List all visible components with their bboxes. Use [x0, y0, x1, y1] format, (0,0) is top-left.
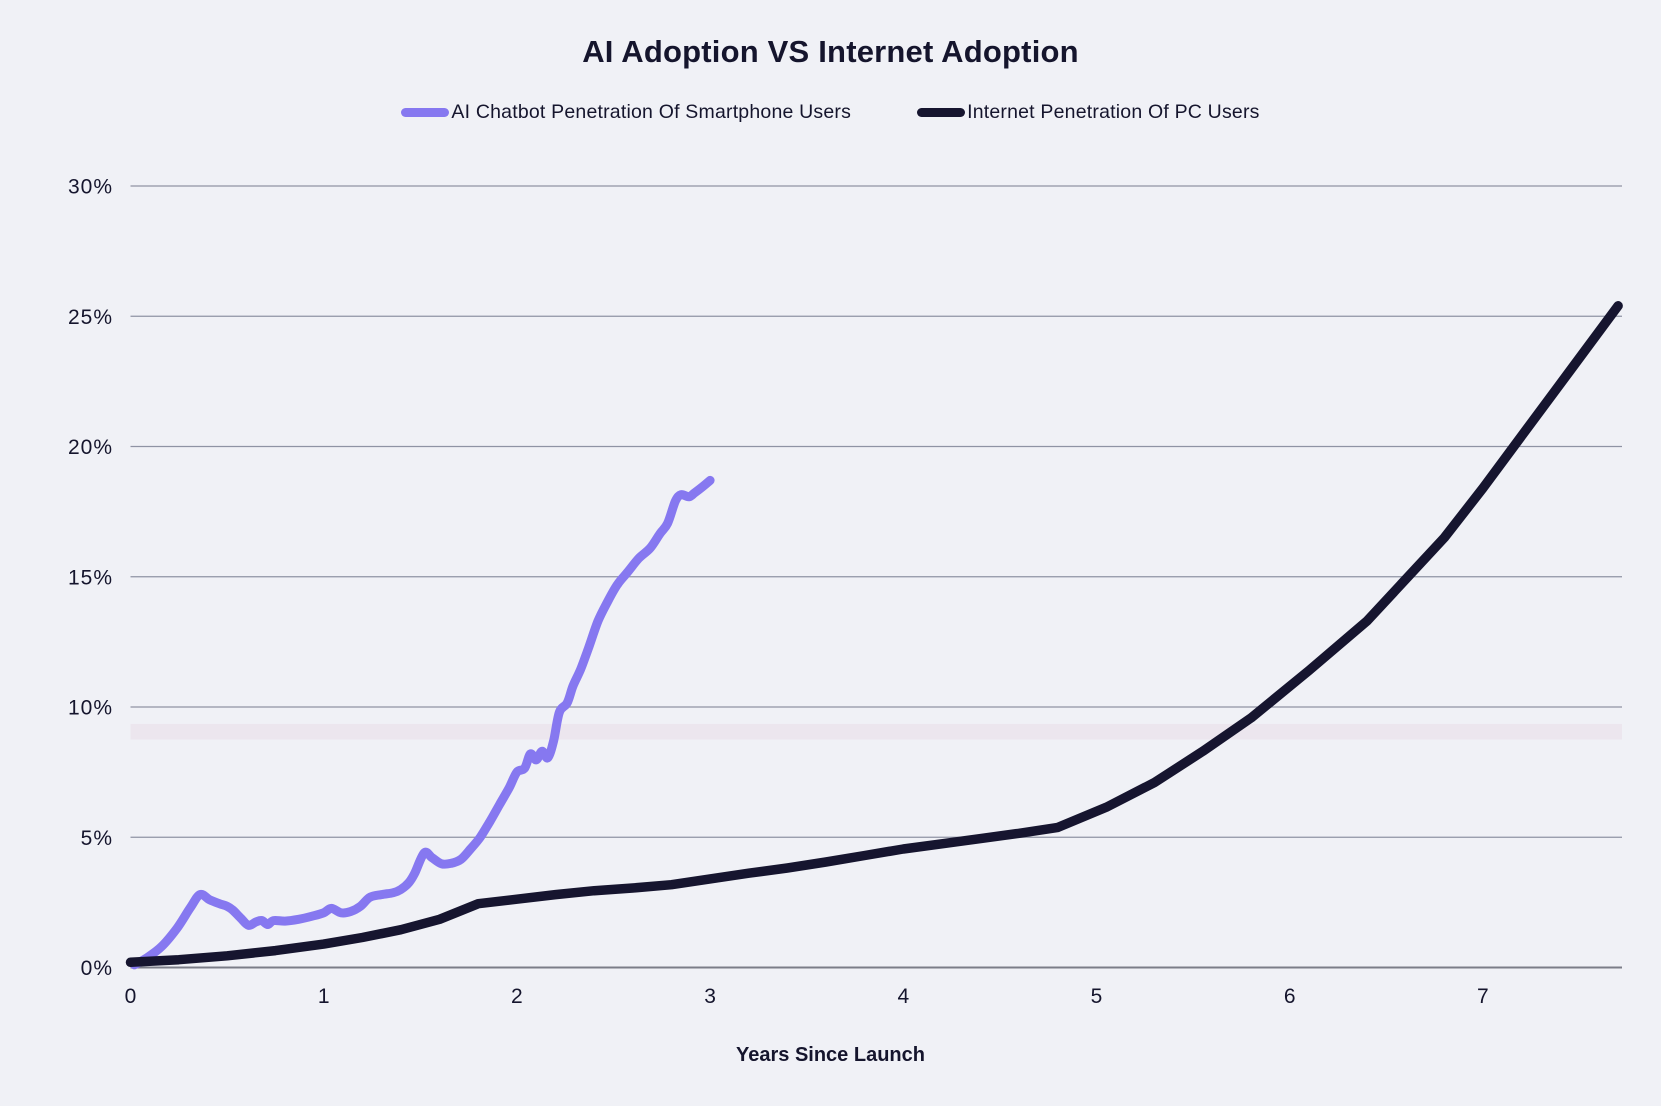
- y-tick-label: 30%: [68, 176, 113, 199]
- y-tick-label: 5%: [81, 827, 113, 850]
- y-tick-label: 10%: [68, 697, 113, 720]
- legend-item-internet: Internet Penetration Of PC Users: [917, 101, 1260, 124]
- legend-item-ai-chatbot: AI Chatbot Penetration Of Smartphone Use…: [401, 101, 851, 124]
- x-axis-title: Years Since Launch: [736, 1044, 925, 1066]
- internet-series-swatch-icon: [917, 108, 966, 117]
- x-tick-label: 6: [1284, 985, 1296, 1008]
- x-tick-label: 0: [125, 985, 137, 1008]
- y-tick-label: 0%: [81, 957, 113, 980]
- ai-series-legend-label: AI Chatbot Penetration Of Smartphone Use…: [451, 101, 852, 123]
- x-tick-label: 2: [511, 985, 523, 1008]
- x-tick-label: 3: [704, 985, 716, 1008]
- highlight-band: [130, 723, 1622, 740]
- y-tick-label: 20%: [68, 436, 113, 459]
- x-tick-label: 4: [897, 985, 909, 1008]
- legend: AI Chatbot Penetration Of Smartphone Use…: [0, 101, 1661, 124]
- x-tick-label: 5: [1091, 985, 1103, 1008]
- internet-series-legend-label: Internet Penetration Of PC Users: [967, 101, 1260, 123]
- ai-chatbot-series-line: [129, 475, 715, 970]
- y-tick-label: 15%: [68, 566, 113, 589]
- internet-series-line: [125, 301, 1623, 968]
- x-tick-label: 1: [318, 985, 330, 1008]
- x-tick-label: 7: [1477, 985, 1489, 1008]
- ai-series-swatch-icon: [401, 108, 450, 117]
- y-tick-label: 25%: [68, 306, 113, 329]
- chart-title: AI Adoption VS Internet Adoption: [582, 34, 1079, 69]
